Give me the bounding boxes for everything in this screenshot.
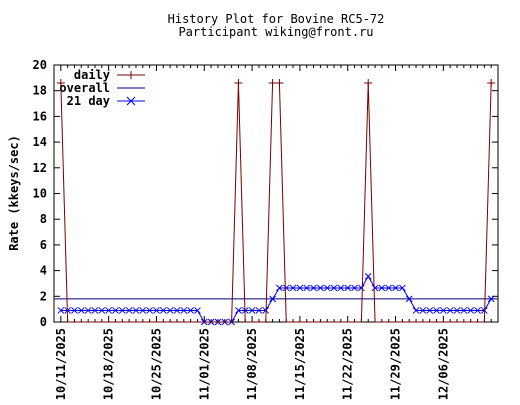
x-tick-label: 10/18/2025 — [102, 328, 116, 400]
data-point-21-day — [323, 284, 331, 292]
data-point-21-day — [146, 307, 153, 314]
legend-entry-overall: overall — [59, 81, 145, 95]
legend-entry-21-day: 21 day — [67, 94, 145, 108]
data-point-21-day — [344, 284, 352, 292]
data-point-21-day — [125, 307, 133, 314]
data-point-21-day — [412, 307, 420, 314]
series-line-21-day — [60, 275, 492, 323]
data-point-21-day — [194, 307, 201, 314]
legend-marker-daily — [127, 71, 135, 79]
data-point-21-day — [105, 307, 112, 314]
data-point-21-day — [378, 284, 386, 292]
chart-subtitle: Participant wiking@front.ru — [178, 25, 373, 39]
data-point-21-day — [371, 284, 379, 292]
y-tick-label: 10 — [33, 187, 47, 201]
legend-label-daily: daily — [74, 68, 110, 82]
y-tick-label: 0 — [40, 315, 47, 329]
data-point-21-day — [77, 307, 85, 314]
data-point-21-day — [255, 307, 263, 314]
x-tick-label: 11/15/2025 — [293, 328, 307, 400]
data-point-21-day — [269, 295, 276, 303]
data-point-daily — [234, 78, 243, 87]
data-point-21-day — [173, 307, 181, 314]
x-tick-label: 10/25/2025 — [149, 328, 163, 400]
data-point-21-day — [440, 307, 447, 314]
y-tick-label: 20 — [33, 58, 47, 72]
y-tick-label: 14 — [33, 135, 47, 149]
data-point-21-day — [337, 284, 345, 292]
data-point-21-day — [446, 307, 454, 314]
x-tick-label: 10/11/2025 — [54, 328, 68, 400]
y-tick-label: 12 — [33, 161, 47, 175]
chart-title: History Plot for Bovine RC5-72 — [168, 12, 385, 26]
data-point-21-day — [385, 284, 393, 292]
data-point-21-day — [112, 307, 119, 314]
data-point-21-day — [351, 284, 358, 292]
data-point-21-day — [248, 307, 256, 314]
x-tick-label: 11/22/2025 — [341, 328, 355, 400]
legend-marker-21-day — [126, 96, 136, 106]
data-point-daily — [364, 78, 373, 87]
data-point-21-day — [282, 284, 290, 292]
x-tick-label: 12/06/2025 — [436, 328, 450, 400]
data-point-21-day — [303, 284, 311, 292]
data-point-21-day — [399, 284, 406, 292]
legend-label-21-day: 21 day — [67, 94, 110, 108]
data-point-21-day — [276, 284, 283, 292]
y-tick-label: 16 — [33, 109, 47, 123]
y-tick-label: 2 — [40, 289, 47, 303]
data-point-21-day — [433, 307, 440, 314]
y-axis-label: Rate (kkeys/sec) — [7, 135, 21, 251]
data-point-21-day — [317, 284, 324, 292]
data-point-21-day — [91, 307, 99, 314]
data-point-21-day — [289, 284, 297, 292]
legend-entry-daily: daily — [74, 68, 145, 82]
axes-layer: 0 2 4 6 8 10 12 14 16 18 20 10/11/2025 10/18/2025 10/… — [33, 58, 499, 400]
data-point-21-day — [235, 307, 242, 314]
data-point-daily — [268, 78, 277, 87]
data-point-21-day — [358, 284, 365, 292]
data-point-21-day — [71, 307, 78, 314]
data-point-21-day — [98, 307, 106, 314]
data-point-21-day — [310, 284, 317, 292]
data-point-21-day — [426, 307, 434, 314]
data-point-21-day — [460, 307, 468, 314]
data-point-21-day — [419, 307, 427, 314]
data-point-21-day — [467, 307, 475, 314]
data-point-21-day — [296, 284, 304, 292]
x-tick-label: 11/01/2025 — [197, 328, 211, 400]
data-point-21-day — [453, 307, 461, 314]
plot-area — [54, 78, 498, 326]
legend-label-overall: overall — [59, 81, 110, 95]
y-tick-label: 6 — [40, 238, 47, 252]
series-line-daily — [60, 82, 492, 323]
data-point-21-day — [180, 307, 188, 314]
data-point-21-day — [364, 273, 372, 280]
data-point-21-day — [187, 307, 194, 314]
data-point-daily — [56, 78, 65, 87]
x-tick-label: 11/29/2025 — [389, 328, 403, 400]
data-point-21-day — [57, 307, 65, 314]
y-tick-label: 18 — [33, 84, 47, 98]
data-point-21-day — [139, 307, 147, 314]
data-point-21-day — [487, 295, 495, 303]
data-point-21-day — [118, 307, 126, 314]
data-point-21-day — [84, 307, 92, 314]
plot-frame — [53, 64, 499, 323]
data-point-21-day — [330, 284, 338, 292]
data-point-21-day — [153, 307, 160, 314]
y-tick-label: 4 — [40, 264, 47, 278]
y-tick-label: 8 — [40, 212, 47, 226]
legend: daily overall 21 day — [59, 68, 145, 108]
data-point-daily — [487, 78, 496, 87]
data-point-21-day — [132, 307, 140, 314]
data-point-daily — [275, 78, 284, 87]
data-point-21-day — [159, 307, 167, 314]
data-point-21-day — [474, 307, 481, 314]
data-point-21-day — [166, 307, 174, 314]
data-point-21-day — [405, 295, 413, 303]
x-tick-label: 11/08/2025 — [245, 328, 259, 400]
data-point-21-day — [392, 284, 399, 292]
